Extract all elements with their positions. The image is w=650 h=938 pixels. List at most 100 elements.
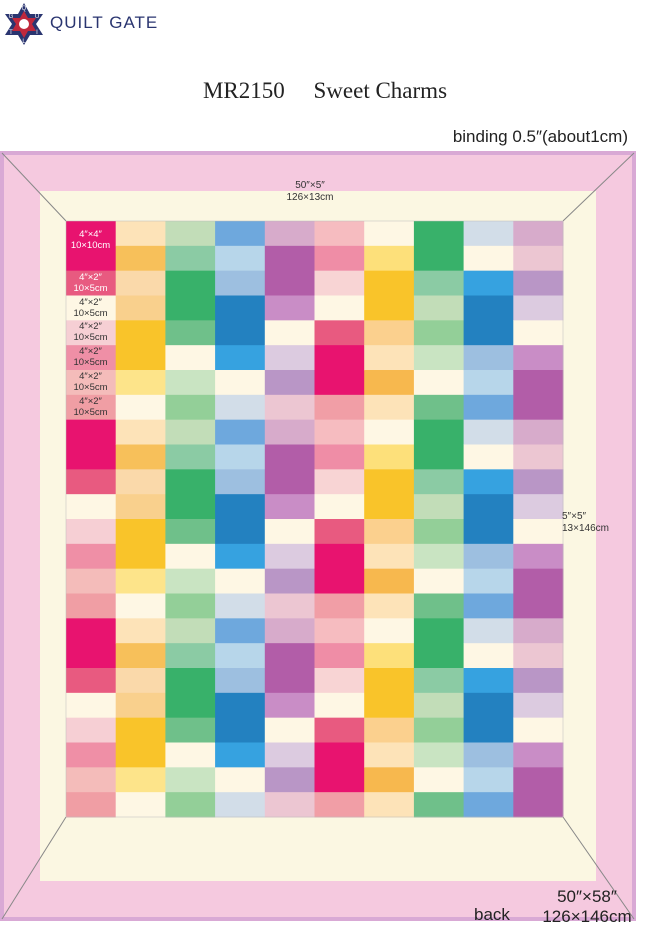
quilt-block	[66, 568, 117, 594]
cut-size-in: 4″×2″	[79, 346, 102, 358]
top-border-size-cm: 126×13cm	[286, 192, 334, 203]
quilt-block	[215, 345, 266, 371]
quilt-block	[314, 593, 365, 619]
cut-size-cm: 10×5cm	[73, 307, 108, 319]
quilt-block	[364, 394, 415, 421]
cut-size-in: 4″×2″	[79, 371, 102, 382]
quilt-block	[413, 593, 465, 619]
quilt-block	[513, 494, 564, 520]
quilt-block	[364, 668, 415, 719]
quilt-block	[165, 469, 216, 520]
miter-line-top-left	[1, 152, 67, 222]
quilt-block	[66, 717, 117, 743]
quilt-block	[314, 320, 365, 346]
quilt-block	[314, 519, 365, 545]
quilt-block	[463, 370, 514, 396]
quilt-block	[115, 494, 166, 520]
quilt-block	[264, 245, 315, 296]
quilt-block	[215, 394, 266, 421]
quilt-block	[115, 618, 166, 644]
quilt-block	[66, 419, 117, 470]
logo-letter: I	[36, 30, 38, 36]
quilt-block	[215, 270, 266, 296]
quilt-block	[165, 270, 216, 321]
quilt-block	[364, 543, 415, 570]
cut-size-label: 4″×2″ 10×5cm	[66, 272, 115, 294]
side-border-size-cm: 13×146cm	[562, 523, 609, 534]
quilt-block	[115, 245, 166, 272]
quilt-block	[364, 245, 415, 272]
quilt-block	[215, 618, 266, 644]
quilt-block	[264, 767, 315, 793]
page-title: MR2150 Sweet Charms	[202, 78, 448, 103]
quilt-block	[364, 320, 415, 346]
quilt-block	[463, 394, 514, 421]
logo-letter: G	[9, 14, 14, 20]
logo-letter: Q	[22, 6, 27, 12]
quilt-block	[165, 245, 216, 272]
quilt-block	[463, 792, 514, 818]
quilt-block	[115, 643, 166, 669]
quilt-block	[115, 767, 166, 793]
quilt-block	[513, 767, 564, 818]
quilt-block	[513, 419, 564, 445]
quilt-block	[413, 370, 465, 396]
cut-size-in: 4″×2″	[79, 321, 102, 333]
binding-note: binding 0.5″(about1cm)	[452, 127, 628, 146]
quilt-block	[413, 469, 465, 495]
quilt-gate-star-logo: Q G U T I L	[5, 3, 43, 45]
cut-size-label: 4″×2″ 10×5cm	[66, 321, 115, 343]
quilt-block	[314, 643, 365, 669]
quilt-block	[264, 593, 315, 619]
quilt-block	[165, 419, 216, 445]
quilt-block	[215, 643, 266, 669]
quilt-block	[264, 717, 315, 743]
quilt-block	[115, 295, 166, 321]
quilt-block	[215, 370, 266, 396]
cut-size-label: 4″×2″ 10×5cm	[66, 297, 115, 319]
quilt-block	[115, 419, 166, 445]
quilt-block	[215, 767, 266, 793]
quilt-block	[463, 419, 514, 445]
quilt-block	[215, 692, 266, 743]
quilt-block	[463, 444, 514, 470]
cut-size-label: 4″×4″ 10×10cm	[66, 229, 115, 251]
quilt-block	[215, 469, 266, 495]
quilt-block	[463, 221, 514, 247]
quilt-block	[513, 543, 564, 570]
cut-size-label: 4″×2″ 10×5cm	[66, 346, 115, 368]
miter-line-bottom-left	[1, 816, 67, 920]
quilt-block	[264, 568, 315, 594]
quilt-block	[264, 643, 315, 694]
quilt-block	[115, 568, 166, 594]
miter-lines	[1, 152, 635, 920]
quilt-block	[364, 221, 415, 247]
top-border-size: 50″×5″ 126×13cm	[270, 180, 350, 204]
quilt-block	[165, 320, 216, 346]
quilt-block	[165, 519, 216, 545]
quilt-block	[264, 419, 315, 445]
quilt-block	[413, 270, 465, 296]
quilt-block	[463, 345, 514, 371]
cut-size-cm: 10×5cm	[73, 406, 108, 418]
quilt-block	[264, 742, 315, 768]
quilt-block	[215, 444, 266, 470]
quilt-block	[165, 221, 216, 247]
quilt-block	[314, 469, 365, 495]
logo-letter: L	[22, 39, 26, 45]
quilt-block	[364, 717, 415, 743]
quilt-block	[165, 643, 216, 669]
quilt-block	[513, 643, 564, 669]
quilt-block	[264, 444, 315, 495]
quilt-block	[215, 742, 266, 768]
quilt-block	[215, 494, 266, 545]
logo-letter: T	[9, 30, 13, 36]
quilt-block	[513, 295, 564, 321]
quilt-block	[66, 221, 117, 272]
quilt-block	[66, 295, 117, 321]
quilt-block	[165, 767, 216, 793]
quilt-block	[66, 593, 117, 619]
quilt-block	[115, 221, 166, 247]
quilt-block	[115, 370, 166, 396]
